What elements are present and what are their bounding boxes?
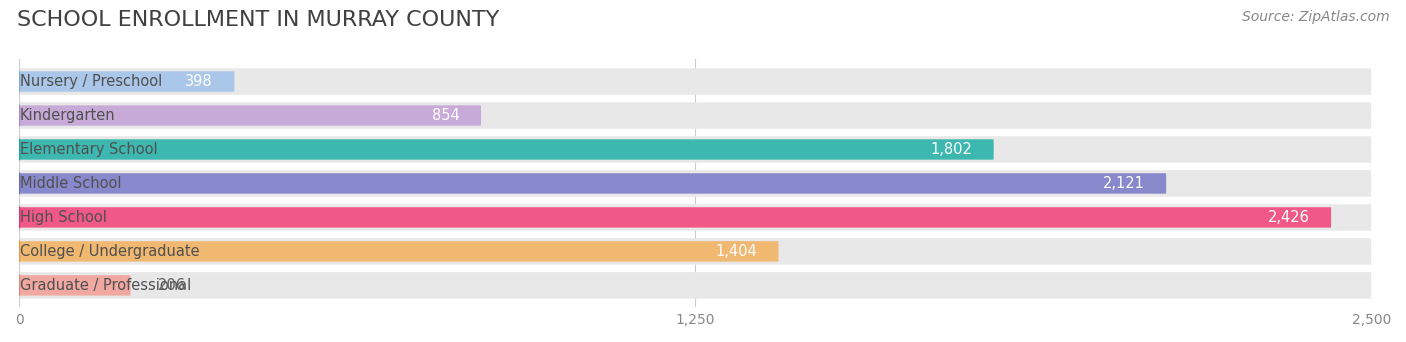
Text: Nursery / Preschool: Nursery / Preschool [20, 74, 162, 89]
FancyBboxPatch shape [20, 207, 1331, 228]
FancyBboxPatch shape [20, 136, 1371, 163]
Text: SCHOOL ENROLLMENT IN MURRAY COUNTY: SCHOOL ENROLLMENT IN MURRAY COUNTY [17, 10, 499, 30]
Text: 854: 854 [432, 108, 460, 123]
FancyBboxPatch shape [20, 272, 1371, 299]
Text: High School: High School [20, 210, 107, 225]
FancyBboxPatch shape [20, 241, 779, 262]
Text: Source: ZipAtlas.com: Source: ZipAtlas.com [1241, 10, 1389, 24]
Text: 1,404: 1,404 [716, 244, 756, 259]
Text: College / Undergraduate: College / Undergraduate [20, 244, 200, 259]
Text: 2,426: 2,426 [1268, 210, 1309, 225]
Text: 398: 398 [186, 74, 212, 89]
Text: 206: 206 [157, 278, 186, 293]
Text: Kindergarten: Kindergarten [20, 108, 115, 123]
FancyBboxPatch shape [20, 204, 1371, 231]
FancyBboxPatch shape [20, 275, 131, 295]
FancyBboxPatch shape [20, 71, 235, 92]
Text: Graduate / Professional: Graduate / Professional [20, 278, 191, 293]
Text: Middle School: Middle School [20, 176, 121, 191]
FancyBboxPatch shape [20, 139, 994, 160]
FancyBboxPatch shape [20, 238, 1371, 265]
FancyBboxPatch shape [20, 102, 1371, 129]
FancyBboxPatch shape [20, 105, 481, 126]
Text: 1,802: 1,802 [931, 142, 972, 157]
FancyBboxPatch shape [20, 170, 1371, 197]
FancyBboxPatch shape [20, 173, 1166, 194]
Text: 2,121: 2,121 [1102, 176, 1144, 191]
FancyBboxPatch shape [20, 68, 1371, 95]
Text: Elementary School: Elementary School [20, 142, 157, 157]
